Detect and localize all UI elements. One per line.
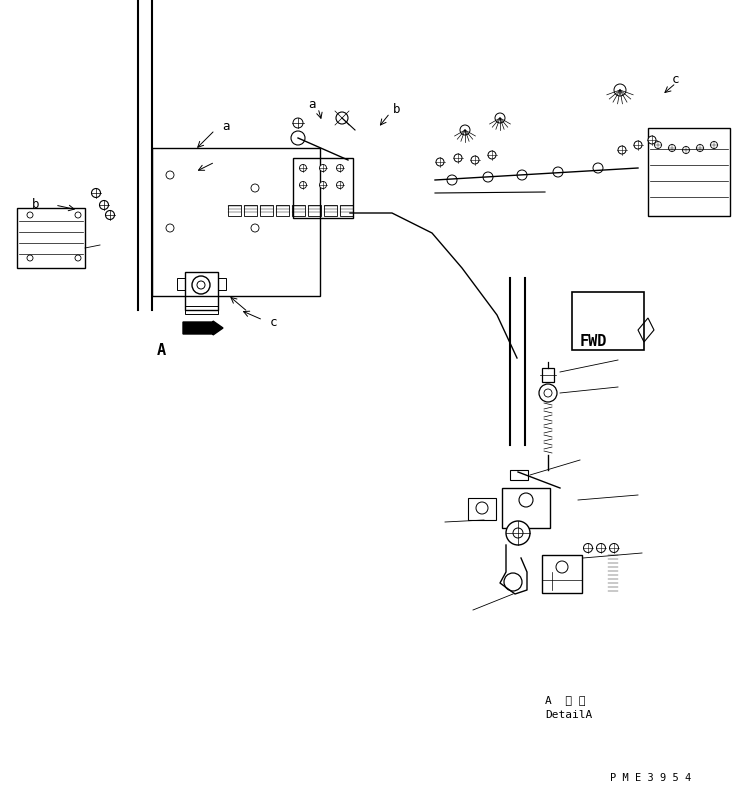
Circle shape [27,212,33,218]
Text: c: c [270,316,278,329]
Circle shape [192,276,210,294]
Circle shape [539,384,557,402]
Circle shape [75,212,81,218]
Text: A  詳 細: A 詳 細 [545,695,585,705]
Bar [468,498,496,520]
Circle shape [519,493,533,507]
Bar [293,158,353,218]
Circle shape [495,113,505,123]
Bar [510,470,528,480]
Circle shape [436,158,444,166]
Text: FWD: FWD [580,334,608,349]
Circle shape [99,200,108,210]
Circle shape [75,255,81,261]
Circle shape [488,151,496,159]
Circle shape [609,544,619,553]
Bar [17,208,85,268]
Circle shape [634,141,642,149]
Circle shape [513,528,523,538]
Circle shape [447,175,457,185]
FancyArrow shape [183,321,223,335]
Bar [572,292,644,350]
Bar [276,205,289,216]
Circle shape [517,170,527,180]
Bar [152,148,320,296]
Circle shape [556,561,568,573]
Circle shape [291,131,305,145]
Circle shape [504,573,522,591]
Circle shape [506,521,530,545]
Circle shape [618,146,626,154]
Circle shape [91,188,100,198]
Circle shape [460,125,470,135]
Text: a: a [222,120,229,133]
Circle shape [105,211,114,219]
Circle shape [166,224,174,232]
Circle shape [197,281,205,289]
Bar [340,205,353,216]
Circle shape [697,144,703,151]
Circle shape [654,142,662,148]
Circle shape [483,172,493,182]
Circle shape [553,167,563,177]
Text: DetailA: DetailA [545,710,592,720]
Circle shape [251,184,259,192]
Circle shape [166,171,174,179]
Text: b: b [32,198,39,211]
Circle shape [300,182,306,188]
Bar [185,306,218,314]
Bar [228,205,241,216]
Circle shape [251,224,259,232]
Circle shape [683,147,689,154]
Text: b: b [393,103,401,116]
Circle shape [454,154,462,162]
Bar [218,278,226,290]
Bar [292,205,305,216]
Circle shape [320,182,326,188]
Circle shape [27,255,33,261]
Bar [177,278,185,290]
Bar [542,368,554,382]
Text: a: a [308,98,315,111]
Bar [648,128,730,216]
Circle shape [583,544,593,553]
Circle shape [669,144,675,151]
Circle shape [711,142,718,148]
Circle shape [336,112,348,124]
Bar [185,272,218,310]
Circle shape [597,544,605,553]
Circle shape [471,156,479,164]
Text: c: c [672,73,680,86]
Bar [324,205,337,216]
Circle shape [614,84,626,96]
Text: P M E 3 9 5 4: P M E 3 9 5 4 [610,773,692,783]
Bar [308,205,321,216]
Circle shape [337,164,344,171]
Bar [502,488,550,528]
Bar [260,205,273,216]
Circle shape [476,502,488,514]
Circle shape [593,163,603,173]
Circle shape [544,389,552,397]
Bar [542,555,582,593]
Circle shape [300,164,306,171]
Circle shape [320,164,326,171]
Circle shape [293,118,303,128]
Circle shape [648,136,656,144]
Text: A: A [157,343,166,358]
Circle shape [337,182,344,188]
Bar [244,205,257,216]
